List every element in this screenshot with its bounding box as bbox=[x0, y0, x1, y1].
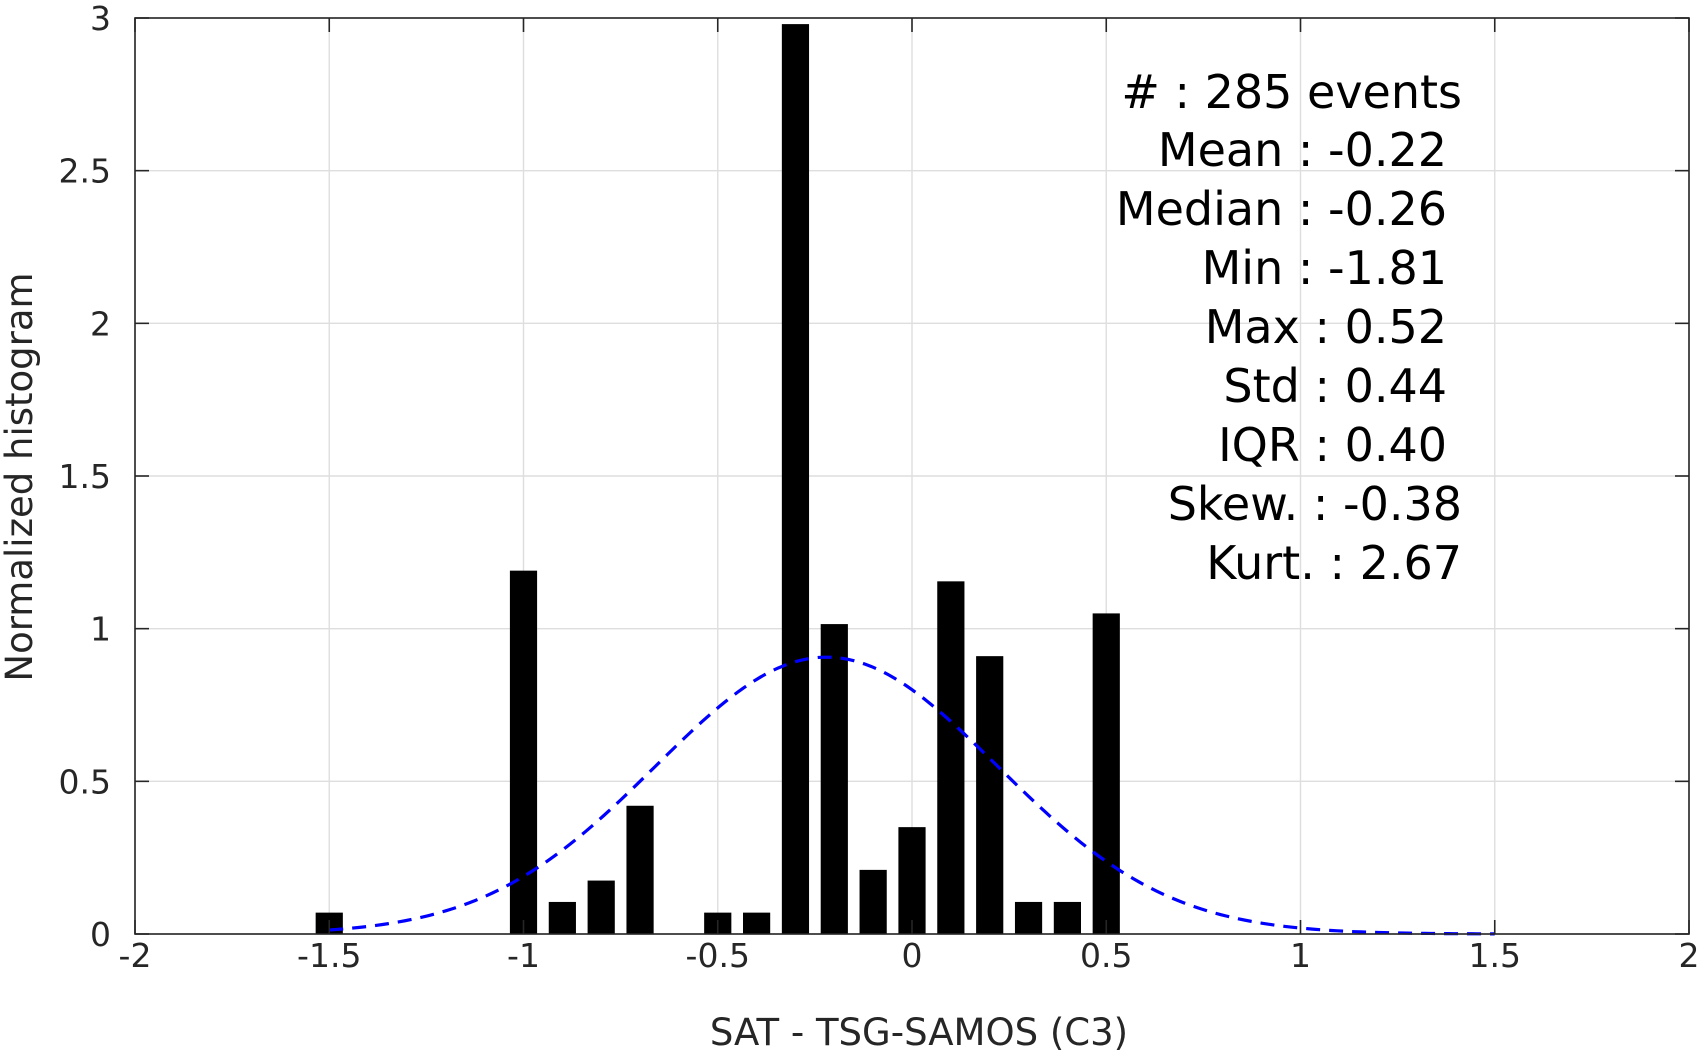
histogram-bar-2 bbox=[548, 901, 576, 934]
histogram-bar-7 bbox=[781, 24, 810, 934]
x-axis-label: SAT - TSG-SAMOS (C3) bbox=[710, 1011, 1128, 1053]
stat-median: Median : -0.26 bbox=[1116, 182, 1447, 236]
x-tick-label-6: 1 bbox=[1290, 936, 1311, 975]
stat-skew: Skew. : -0.38 bbox=[1168, 477, 1462, 531]
histogram-bar-10 bbox=[898, 827, 926, 934]
x-tick-label-5: 0.5 bbox=[1080, 936, 1132, 975]
histogram-bar-4 bbox=[626, 805, 654, 934]
histogram-bar-12 bbox=[976, 656, 1004, 934]
histogram-bar-6 bbox=[743, 912, 771, 934]
x-tick-label-1: -1.5 bbox=[297, 936, 361, 975]
histogram-bar-1 bbox=[509, 570, 538, 934]
x-tick-label-3: -0.5 bbox=[686, 936, 750, 975]
histogram-bars bbox=[315, 24, 1120, 934]
stat-std: Std : 0.44 bbox=[1223, 359, 1447, 413]
histogram-bar-11 bbox=[937, 581, 965, 934]
histogram-bar-15 bbox=[1092, 613, 1120, 934]
x-tick-label-4: 0 bbox=[902, 936, 923, 975]
histogram-bar-3 bbox=[587, 880, 615, 934]
stat-max: Max : 0.52 bbox=[1205, 300, 1447, 354]
y-tick-label-6: 3 bbox=[90, 0, 111, 38]
histogram-bar-9 bbox=[859, 869, 887, 934]
y-tick-labels: 0 0.5 1 1.5 2 2.5 3 bbox=[59, 0, 111, 954]
x-tick-label-8: 2 bbox=[1679, 936, 1700, 975]
x-tick-label-7: 1.5 bbox=[1469, 936, 1521, 975]
stat-kurt: Kurt. : 2.67 bbox=[1206, 536, 1462, 590]
y-tick-label-5: 2.5 bbox=[59, 152, 111, 191]
grid bbox=[134, 17, 1690, 935]
y-axis-label: Normalized histogram bbox=[0, 272, 41, 681]
y-tick-label-0: 0 bbox=[90, 915, 111, 954]
axis-ticks bbox=[134, 17, 1690, 935]
statistics-annotation: # : 285 events Mean : -0.22 Median : -0.… bbox=[1116, 65, 1462, 590]
histogram-bar-8 bbox=[820, 624, 848, 934]
normal-fit-curve bbox=[329, 655, 1495, 936]
y-tick-label-1: 0.5 bbox=[59, 762, 111, 801]
stat-min: Min : -1.81 bbox=[1202, 241, 1447, 295]
x-tick-labels: -2 -1.5 -1 -0.5 0 0.5 1 1.5 2 bbox=[119, 936, 1700, 975]
x-tick-label-2: -1 bbox=[507, 936, 540, 975]
y-tick-label-3: 1.5 bbox=[59, 457, 111, 496]
stat-events: # : 285 events bbox=[1121, 65, 1462, 119]
histogram-bar-14 bbox=[1053, 901, 1081, 934]
y-tick-label-4: 2 bbox=[90, 304, 111, 343]
y-tick-label-2: 1 bbox=[90, 610, 111, 649]
x-tick-label-0: -2 bbox=[119, 936, 152, 975]
stat-mean: Mean : -0.22 bbox=[1158, 123, 1447, 177]
histogram-bar-13 bbox=[1014, 901, 1043, 934]
stat-iqr: IQR : 0.40 bbox=[1218, 418, 1447, 472]
